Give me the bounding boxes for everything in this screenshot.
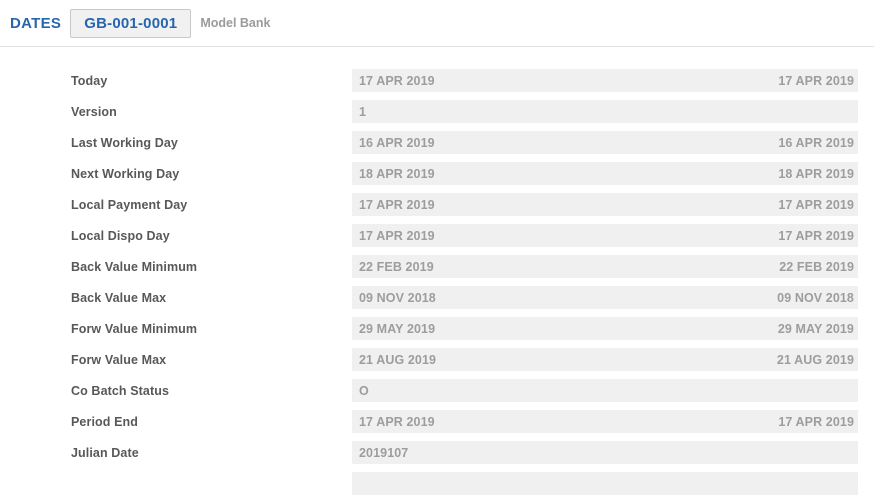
field-value-strip: 09 NOV 2018 09 NOV 2018 (352, 286, 858, 309)
field-row (0, 472, 874, 495)
field-value-right: 17 APR 2019 (778, 197, 854, 212)
field-value: 21 AUG 2019 (359, 352, 437, 367)
field-row: Forw Value Max 21 AUG 2019 21 AUG 2019 (0, 348, 874, 371)
page-title: DATES (10, 14, 62, 32)
field-label: Back Value Max (71, 290, 167, 305)
field-value-strip: 17 APR 2019 17 APR 2019 (352, 224, 858, 247)
field-value: 09 NOV 2018 (359, 290, 436, 305)
field-row: Back Value Minimum 22 FEB 2019 22 FEB 20… (0, 255, 874, 278)
fields-list: Today 17 APR 2019 17 APR 2019 Version 1 … (0, 69, 874, 495)
field-value: 22 FEB 2019 (359, 259, 434, 274)
record-id-box: GB-001-0001 (70, 8, 192, 38)
field-value-strip: 29 MAY 2019 29 MAY 2019 (352, 317, 858, 340)
field-value-strip: 22 FEB 2019 22 FEB 2019 (352, 255, 858, 278)
field-row: Back Value Max 09 NOV 2018 09 NOV 2018 (0, 286, 874, 309)
field-label (0, 472, 352, 495)
field-value-right: 16 APR 2019 (778, 135, 854, 150)
field-value: 1 (359, 104, 367, 119)
field-value-strip: 18 APR 2019 18 APR 2019 (352, 162, 858, 185)
field-value: 2019107 (359, 445, 409, 460)
field-value-strip (352, 472, 858, 495)
field-value-right: 29 MAY 2019 (777, 321, 854, 336)
field-value: 17 APR 2019 (359, 197, 435, 212)
field-value-right: 17 APR 2019 (778, 228, 854, 243)
field-value: 17 APR 2019 (359, 228, 435, 243)
field-row: Version 1 (0, 100, 874, 123)
field-value-strip: 2019107 (352, 441, 858, 464)
field-value: 17 APR 2019 (359, 73, 435, 88)
field-value-right: 09 NOV 2018 (777, 290, 854, 305)
field-row: Next Working Day 18 APR 2019 18 APR 2019 (0, 162, 874, 185)
field-value-strip: 1 (352, 100, 858, 123)
field-row: Local Dispo Day 17 APR 2019 17 APR 2019 (0, 224, 874, 247)
field-label: Local Dispo Day (71, 228, 170, 243)
field-value: 17 APR 2019 (359, 414, 435, 429)
field-value-strip: 21 AUG 2019 21 AUG 2019 (352, 348, 858, 371)
field-value-right: 18 APR 2019 (778, 166, 854, 181)
field-label: Next Working Day (71, 166, 180, 181)
field-value-right: 21 AUG 2019 (776, 352, 854, 367)
field-label: Forw Value Max (71, 352, 167, 367)
field-value-right: 22 FEB 2019 (779, 259, 854, 274)
field-row: Co Batch Status O (0, 379, 874, 402)
field-row: Today 17 APR 2019 17 APR 2019 (0, 69, 874, 92)
field-label: Version (71, 104, 117, 119)
field-row: Forw Value Minimum 29 MAY 2019 29 MAY 20… (0, 317, 874, 340)
field-value-strip: 17 APR 2019 17 APR 2019 (352, 69, 858, 92)
field-label: Back Value Minimum (71, 259, 198, 274)
field-row: Last Working Day 16 APR 2019 16 APR 2019 (0, 131, 874, 154)
field-row: Period End 17 APR 2019 17 APR 2019 (0, 410, 874, 433)
field-label: Local Payment Day (71, 197, 188, 212)
field-row: Julian Date 2019107 (0, 441, 874, 464)
field-value-strip: O (352, 379, 858, 402)
field-row: Local Payment Day 17 APR 2019 17 APR 201… (0, 193, 874, 216)
field-value-strip: 17 APR 2019 17 APR 2019 (352, 193, 858, 216)
field-value-strip: 16 APR 2019 16 APR 2019 (352, 131, 858, 154)
field-value-right: 17 APR 2019 (778, 73, 854, 88)
field-value: 16 APR 2019 (359, 135, 435, 150)
field-label: Forw Value Minimum (71, 321, 198, 336)
field-value: 29 MAY 2019 (359, 321, 436, 336)
field-value: 18 APR 2019 (359, 166, 435, 181)
field-label: Last Working Day (71, 135, 178, 150)
field-label: Period End (71, 414, 138, 429)
field-value-strip: 17 APR 2019 17 APR 2019 (352, 410, 858, 433)
field-label: Today (71, 73, 108, 88)
record-name: Model Bank (200, 16, 271, 30)
field-label: Julian Date (71, 445, 139, 460)
field-value-right: 17 APR 2019 (778, 414, 854, 429)
record-header: DATES GB-001-0001 Model Bank (0, 0, 874, 47)
field-value: O (359, 383, 369, 398)
field-label: Co Batch Status (71, 383, 170, 398)
